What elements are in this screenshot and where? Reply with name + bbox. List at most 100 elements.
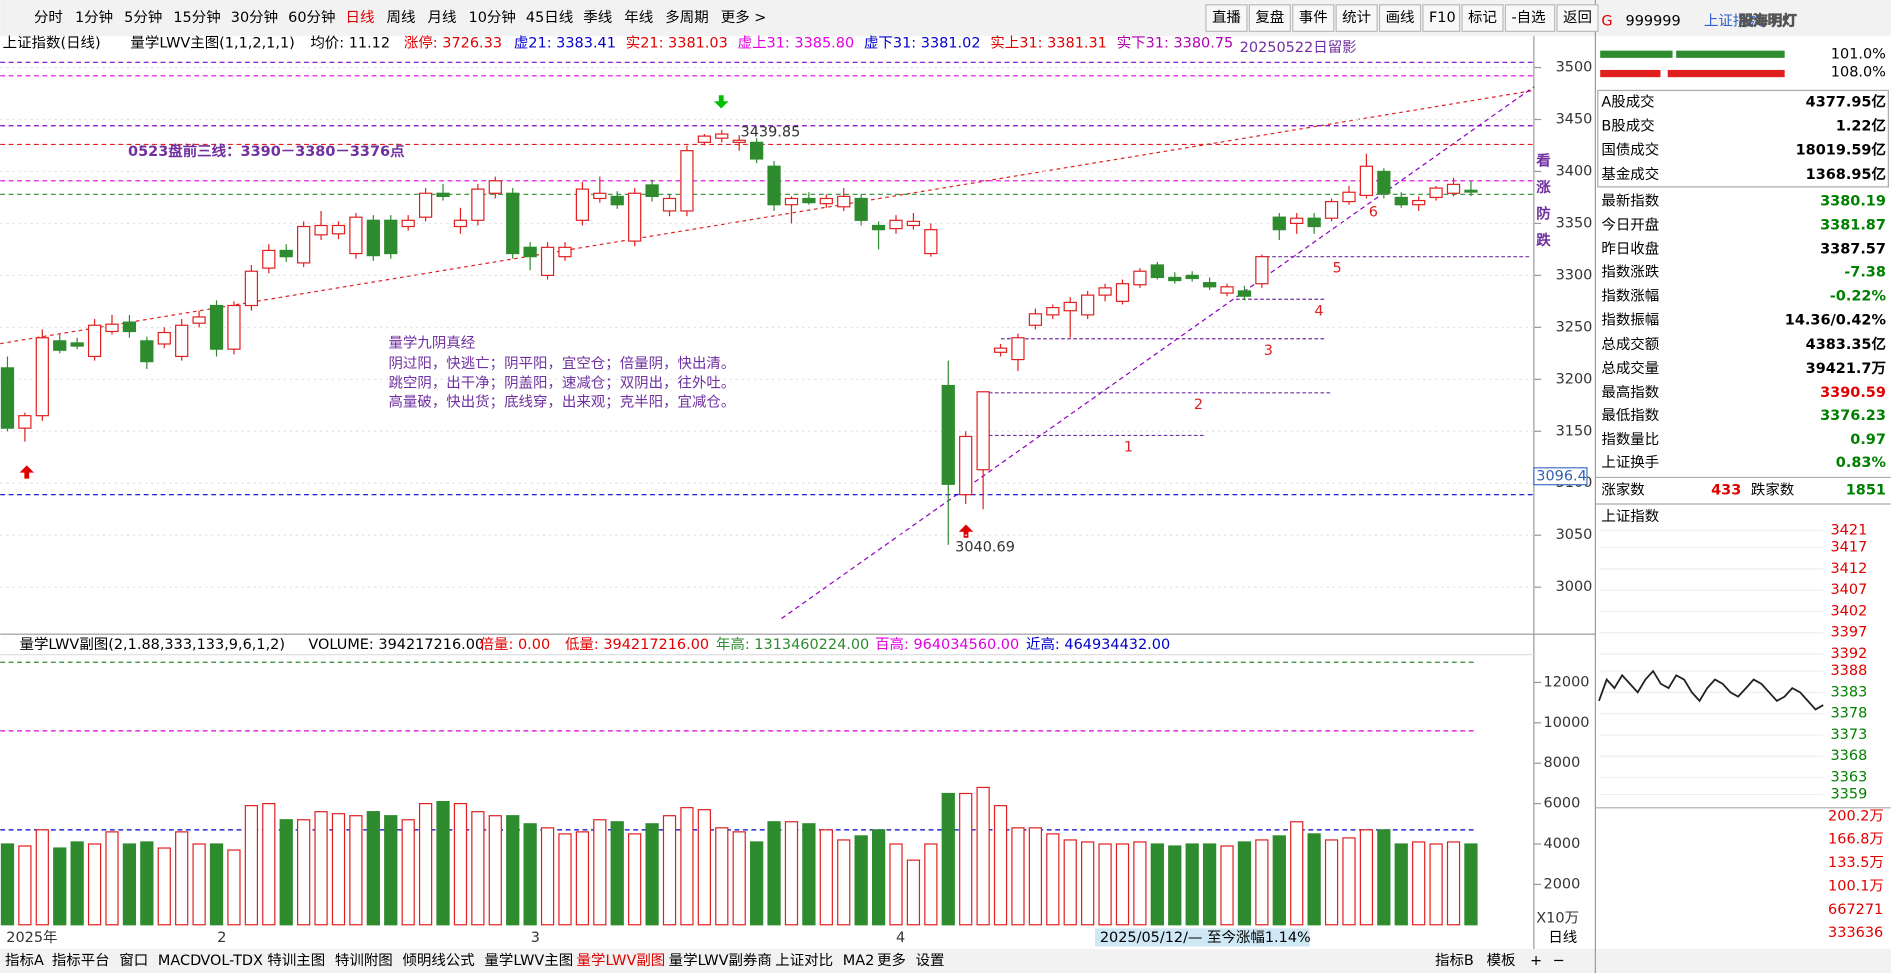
period-tab[interactable]: 分时 — [34, 9, 63, 26]
bottom-tab[interactable]: 倾明线公式 — [402, 952, 474, 969]
bottom-tab[interactable]: 量学LWV主图 — [484, 952, 573, 969]
period-tab[interactable]: 周线 — [387, 9, 416, 26]
period-tab[interactable]: 5分钟 — [124, 9, 162, 26]
bottom-tab[interactable]: 更多 — [877, 952, 906, 969]
low-label: 3040.69 — [955, 539, 1015, 555]
bottom-tab[interactable]: 指标B — [1435, 952, 1474, 969]
breadth-value: 1851 — [1846, 483, 1886, 499]
bottom-tab[interactable]: 窗口 — [119, 951, 148, 969]
volume-bar — [697, 809, 711, 926]
bottom-tab[interactable]: MACD — [158, 953, 201, 969]
tool-label[interactable]: F10 — [1429, 10, 1456, 26]
period-tab[interactable]: 60分钟 — [288, 9, 335, 26]
candle-body — [122, 321, 137, 333]
candle-body — [1359, 165, 1374, 196]
period-tab[interactable]: 月线 — [428, 9, 457, 26]
y-tick-label: 3350 — [1556, 215, 1593, 231]
bottom-tab[interactable]: 设置 — [916, 952, 945, 969]
tool-button[interactable] — [1292, 4, 1335, 32]
stat-label: 国债成交 — [1601, 141, 1659, 159]
y-tick-label: 2000 — [1544, 876, 1581, 892]
bottom-tab[interactable]: 量学LWV副券商 — [669, 952, 772, 969]
wave-label: 1 — [1124, 439, 1133, 455]
tool-button[interactable] — [1205, 4, 1248, 32]
tool-button[interactable] — [1461, 4, 1504, 32]
candle-body — [523, 246, 537, 258]
tool-button[interactable] — [1378, 4, 1422, 32]
candle-body — [384, 219, 398, 255]
candle-body — [1098, 287, 1112, 296]
bottom-tab[interactable]: 特训附图 — [335, 952, 393, 969]
period-tab[interactable]: 更多 > — [721, 9, 767, 26]
period-tab[interactable]: 季线 — [583, 9, 612, 26]
bottom-tab[interactable]: 指标平台 — [52, 952, 110, 969]
period-tab[interactable]: 45日线 — [526, 9, 573, 26]
tool-button[interactable] — [1422, 4, 1461, 32]
candle-body — [105, 323, 119, 333]
bottom-tab[interactable]: 模板 — [1487, 951, 1516, 969]
candle-body — [1202, 282, 1217, 288]
tool-label[interactable]: 直播 — [1212, 9, 1241, 26]
tool-button[interactable] — [1556, 4, 1599, 32]
candle-body — [1046, 306, 1060, 316]
bottom-tab[interactable]: 特训主图 — [267, 952, 325, 969]
mini-y-label: 3363 — [1830, 770, 1867, 786]
vol-item: 年高: 1313460224.00 — [716, 636, 869, 653]
period-tab[interactable]: 日线 — [346, 9, 375, 26]
bottom-tab[interactable]: MA2 — [843, 953, 875, 969]
volume-bar — [715, 827, 729, 926]
candle-body — [1377, 170, 1391, 194]
volume-bar — [871, 829, 886, 926]
period-tab[interactable]: 年线 — [624, 9, 653, 26]
bottom-tab[interactable]: VOL-TDX — [200, 953, 263, 969]
candle-body — [453, 219, 468, 228]
candle-body — [941, 384, 955, 485]
header-item: 实21: 3381.03 — [626, 34, 728, 51]
side-note: 跌 — [1536, 232, 1551, 249]
tabs-bg — [0, 948, 1891, 973]
candle-body — [802, 197, 816, 204]
period-tab[interactable]: 15分钟 — [173, 9, 220, 26]
tool-label[interactable]: 画线 — [1386, 9, 1415, 26]
volume-bar — [1202, 843, 1217, 926]
period-label: 日线 — [1548, 929, 1577, 946]
mini-vol-label: 166.8万 — [1828, 832, 1884, 848]
bottom-tab[interactable]: 上证对比 — [775, 952, 833, 969]
mini-y-label: 3359 — [1830, 787, 1867, 803]
bottom-tab[interactable]: + — [1530, 953, 1542, 969]
period-tab[interactable]: 10分钟 — [469, 9, 516, 26]
candle-body — [1168, 276, 1182, 282]
period-tab[interactable]: 1分钟 — [75, 9, 113, 26]
tool-button[interactable] — [1248, 4, 1291, 32]
volume-bar — [366, 811, 380, 926]
bottom-tab[interactable]: 指标A — [5, 952, 44, 969]
tool-label[interactable]: 统计 — [1342, 9, 1371, 26]
bottom-tab[interactable]: 量学LWV副图 — [577, 952, 666, 969]
volume-bar — [349, 815, 363, 926]
candle-body — [715, 133, 729, 139]
stat-label: 今日开盘 — [1601, 215, 1659, 233]
volume-bar — [1359, 829, 1374, 926]
period-tab[interactable]: 多周期 — [665, 9, 708, 26]
vol-item: 低量: 394217216.00 — [565, 636, 709, 653]
stat-value: 4377.95亿 — [1806, 92, 1886, 110]
volume-bar — [1185, 843, 1199, 926]
tool-label[interactable]: 返回 — [1563, 9, 1592, 26]
mini-y-label: 3378 — [1830, 706, 1867, 722]
tool-label[interactable]: -自选 — [1511, 9, 1545, 26]
period-tab[interactable]: 30分钟 — [231, 9, 278, 26]
bottom-tab[interactable]: − — [1553, 953, 1565, 969]
tool-label[interactable]: 复盘 — [1255, 8, 1284, 26]
volume-bar — [662, 815, 677, 926]
tool-label[interactable]: 标记 — [1468, 9, 1497, 26]
mini-vol-label: 100.1万 — [1828, 878, 1884, 894]
tool-label[interactable]: 事件 — [1299, 9, 1328, 26]
candle-body — [262, 249, 276, 269]
side-note: 看 — [1536, 153, 1550, 170]
candle-body — [1464, 189, 1478, 193]
tool-button[interactable] — [1504, 4, 1556, 32]
volume-bar — [297, 819, 311, 926]
tool-button[interactable] — [1335, 4, 1378, 32]
volume-bar — [384, 815, 398, 926]
candle-body — [628, 192, 642, 242]
